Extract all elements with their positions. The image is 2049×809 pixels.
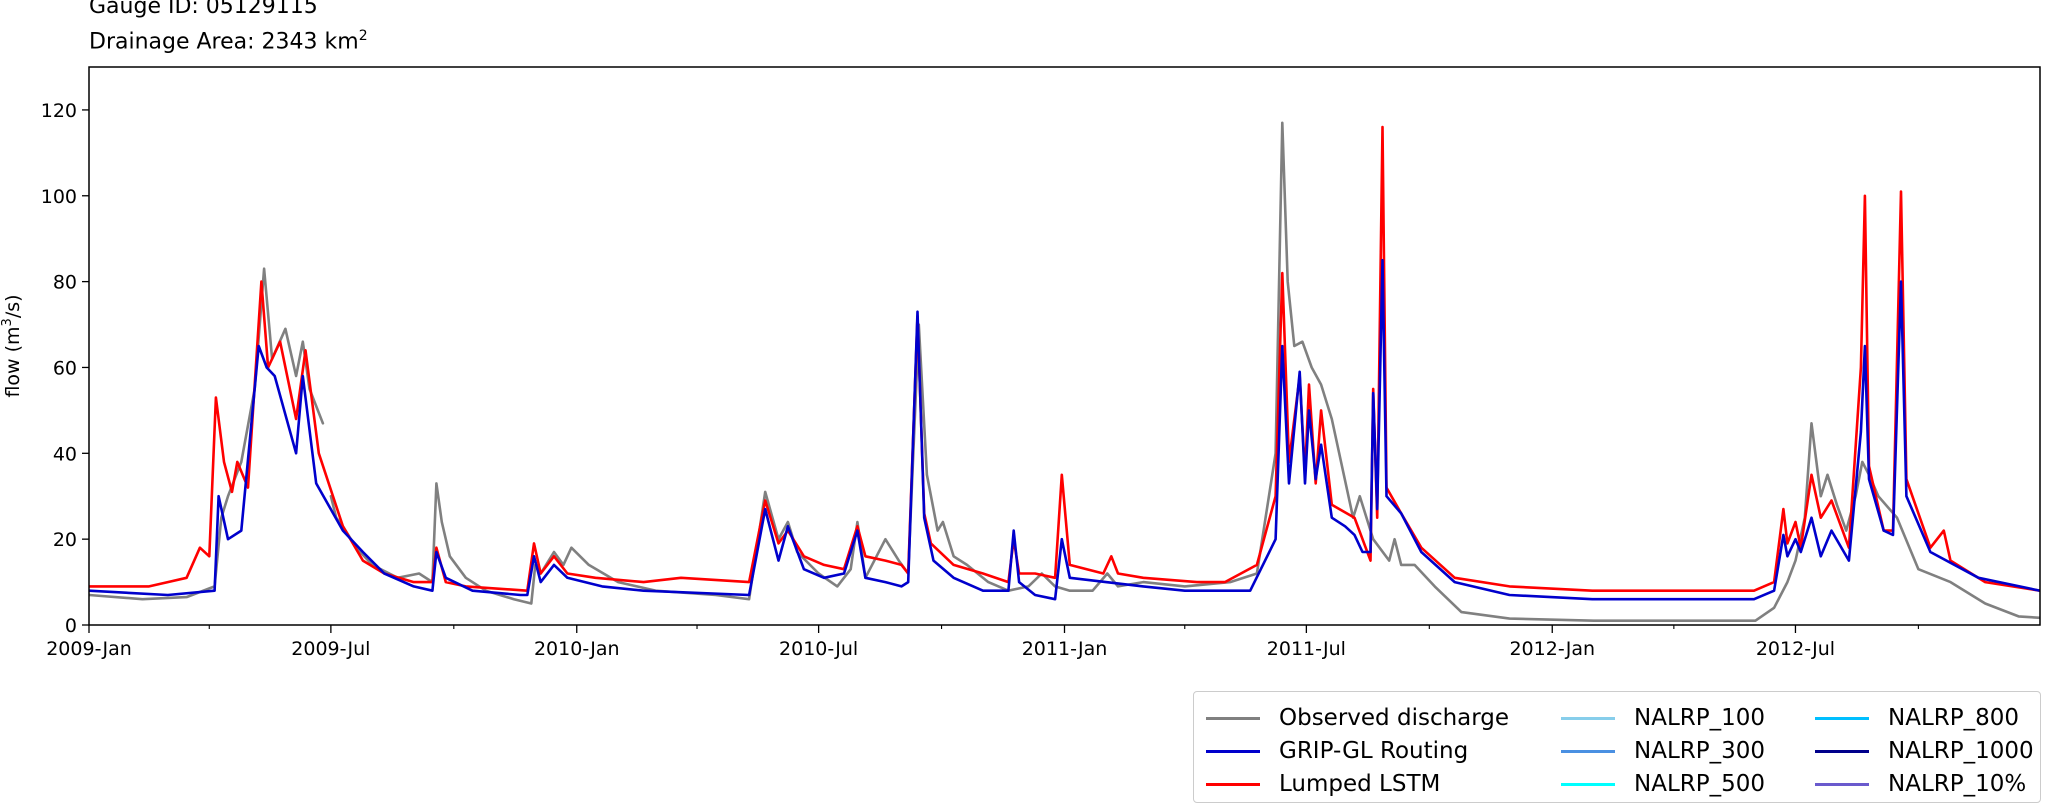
- legend-item: Lumped LSTM: [1206, 769, 1440, 799]
- legend-swatch: [1815, 782, 1869, 786]
- legend-item: NALRP_1000: [1815, 736, 2034, 766]
- legend-label: NALRP_500: [1634, 771, 1766, 797]
- x-tick-label: 2010-Jan: [534, 638, 620, 660]
- legend-swatch: [1206, 716, 1260, 720]
- legend-swatch: [1206, 749, 1260, 753]
- legend-label: NALRP_1000: [1888, 738, 2034, 764]
- y-tick-label: 60: [53, 357, 77, 379]
- legend: Observed discharge GRIP-GL Routing Lumped …: [1193, 691, 2041, 803]
- legend-label: GRIP-GL Routing: [1279, 738, 1469, 764]
- legend-swatch: [1561, 782, 1615, 786]
- flow-chart: 0 20 40 60 80 100 120 2009-Jan 2009-Jul 2010-Jan 2…: [0, 66, 2041, 660]
- gauge-id-label: Gauge ID: 05129115: [89, 0, 318, 19]
- x-tick-label: 2012-Jul: [1756, 638, 1835, 660]
- legend-label: Lumped LSTM: [1279, 771, 1441, 797]
- drainage-area-label: Drainage Area: 2343 km2: [89, 28, 368, 55]
- x-tick-label: 2012-Jan: [1509, 638, 1595, 660]
- y-tick-label: 80: [53, 272, 77, 294]
- legend-label: NALRP_10%: [1888, 771, 2027, 797]
- x-tick-label: 2009-Jul: [291, 638, 370, 660]
- series-line-lumped-lstm: [89, 125, 2040, 592]
- legend-label: NALRP_800: [1888, 705, 2020, 731]
- legend-item: NALRP_10%: [1815, 769, 2026, 799]
- x-tick-label: 2010-Jul: [779, 638, 858, 660]
- legend-item: GRIP-GL Routing: [1206, 736, 1468, 766]
- legend-item: NALRP_800: [1815, 703, 2019, 733]
- y-axis-label: flow (m3/s): [0, 294, 24, 397]
- legend-item: NALRP_100: [1561, 703, 1765, 733]
- legend-swatch: [1206, 782, 1260, 786]
- legend-label: NALRP_300: [1634, 738, 1766, 764]
- legend-item: Observed discharge: [1206, 703, 1509, 733]
- y-tick-label: 100: [41, 186, 77, 208]
- y-tick-label: 120: [41, 100, 77, 122]
- legend-item: NALRP_500: [1561, 769, 1765, 799]
- y-tick-label: 20: [53, 529, 77, 551]
- legend-swatch: [1561, 749, 1615, 753]
- legend-swatch: [1815, 749, 1869, 753]
- y-tick-label: 0: [65, 615, 77, 637]
- legend-label: NALRP_100: [1634, 705, 1766, 731]
- legend-label: Observed discharge: [1279, 705, 1510, 731]
- x-tick-label: 2011-Jan: [1022, 638, 1108, 660]
- y-tick-label: 40: [53, 443, 77, 465]
- series-line-grip-gl-routing: [89, 258, 2040, 601]
- plot-frame: [88, 66, 2041, 626]
- legend-swatch: [1561, 716, 1615, 720]
- x-tick-label: 2009-Jan: [46, 638, 132, 660]
- legend-swatch: [1815, 716, 1869, 720]
- x-tick-label: 2011-Jul: [1267, 638, 1346, 660]
- legend-item: NALRP_300: [1561, 736, 1765, 766]
